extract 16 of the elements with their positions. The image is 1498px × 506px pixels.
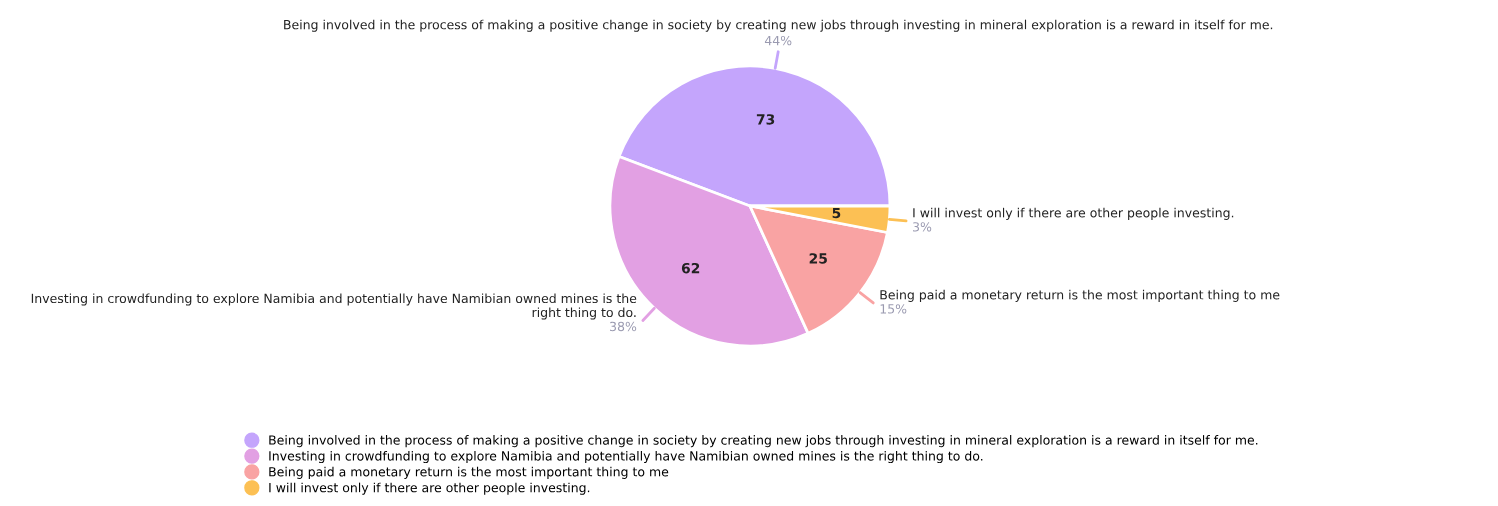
text: 3%: [913, 222, 932, 232]
slice-label: Being involved in the process of making a positive change in society by creating new jobs through investing in mineral exploration is a reward in itself for me.: [284, 19, 1273, 32]
text: 38%: [610, 321, 637, 332]
slice-label: I will invest only if there are other people investing.: [913, 207, 1234, 220]
slice-label: Being paid a monetary return is the most important thing to me: [880, 289, 1280, 302]
text: 44%: [764, 35, 792, 46]
legend-label: Investing in crowdfunding to explore Namibia and potentially have Namibian owned mines is the right thing to do.: [269, 450, 983, 464]
text: 15%: [880, 304, 907, 314]
legend-label: Being paid a monetary return is the most important thing to me: [269, 466, 669, 479]
data-label: 73: [756, 114, 775, 125]
data-label: 5: [832, 207, 841, 219]
data-label: 62: [681, 262, 700, 274]
data-label: 25: [809, 253, 827, 264]
slice-label: Investing in crowdfunding to explore Namibia and potentially have Namibian owned mines is the right thing to do.: [31, 293, 637, 320]
legend-label: I will invest only if there are other people investing.: [269, 482, 590, 495]
legend-label: Being involved in the process of making a positive change in society by creating new jobs through investing in mineral exploration is a reward in itself for me.: [269, 435, 1258, 448]
